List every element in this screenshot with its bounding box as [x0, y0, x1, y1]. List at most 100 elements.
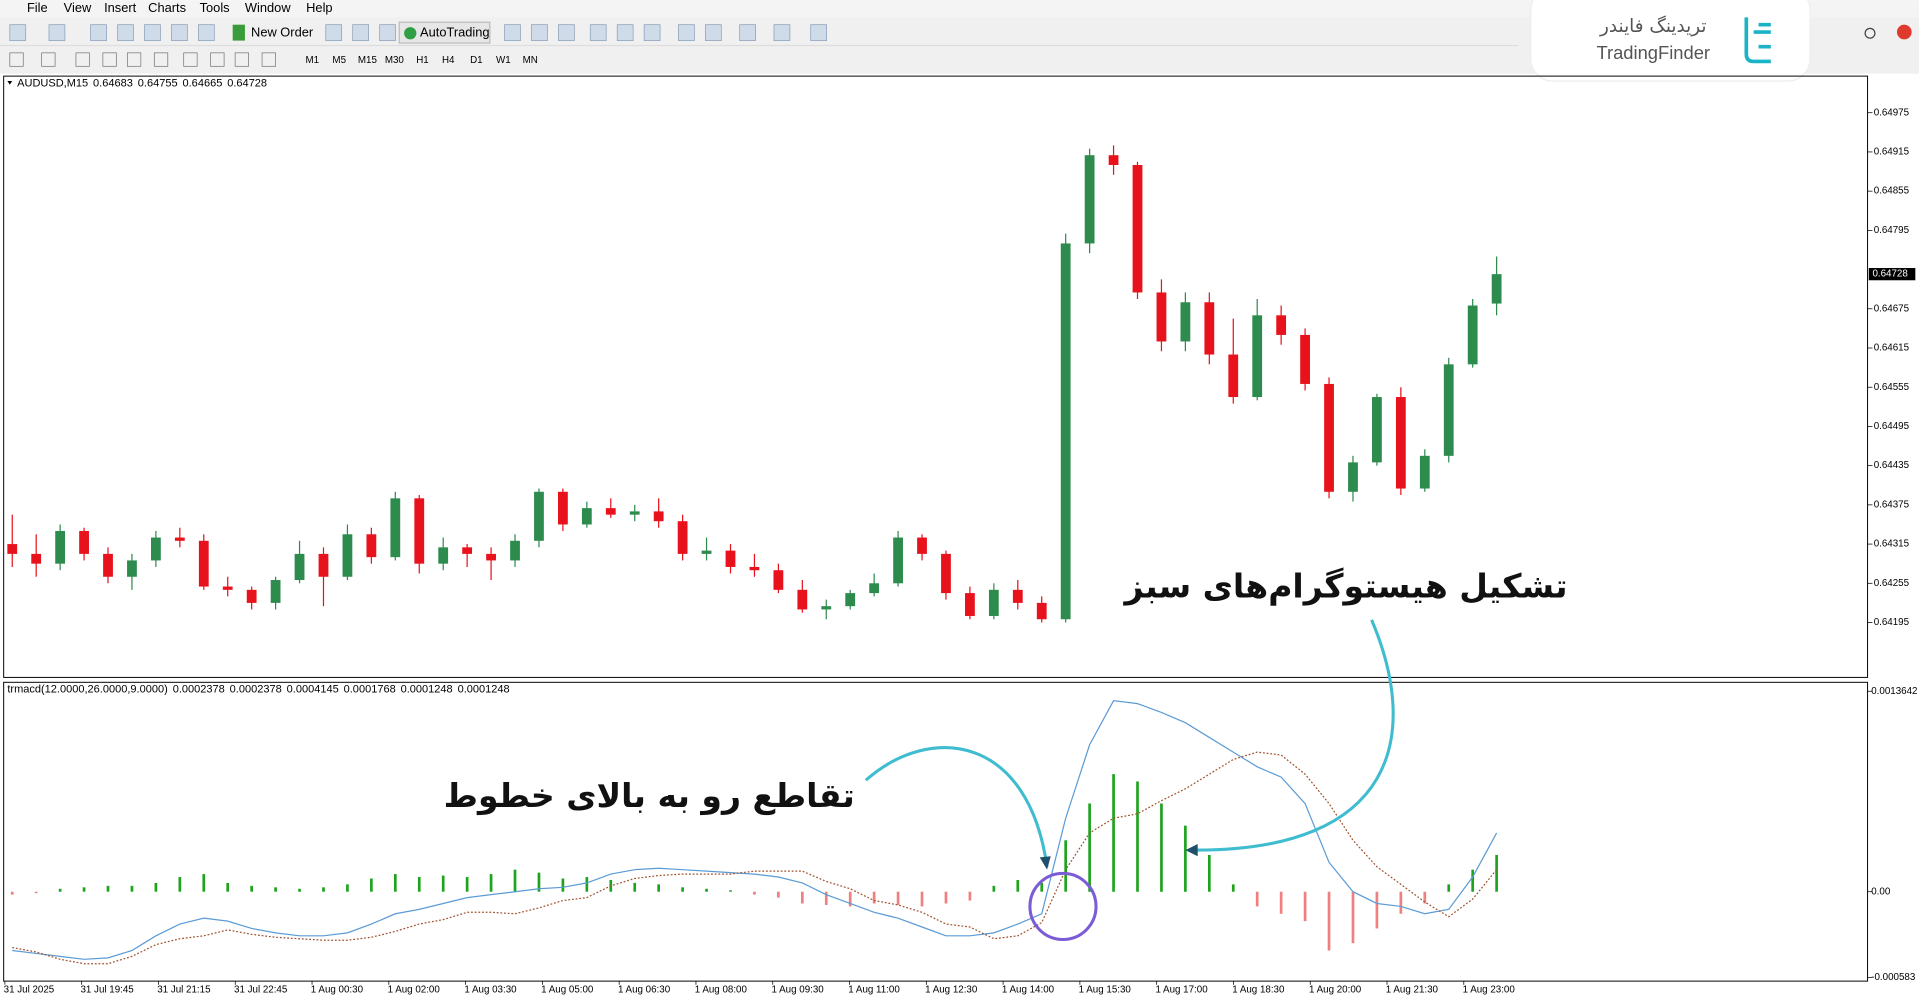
toolbar-button[interactable] [90, 24, 107, 41]
drawing-tool[interactable] [102, 52, 117, 67]
toolbar-button[interactable] [9, 24, 27, 41]
drawing-tool[interactable] [153, 52, 169, 67]
toolbar-button[interactable] [739, 24, 756, 41]
candle-body [1348, 462, 1358, 492]
y-tick-label: 0.64975 [1874, 107, 1910, 118]
arrow-head [1185, 843, 1198, 857]
candle-body [917, 537, 927, 554]
toolbar-button[interactable] [643, 24, 661, 41]
candle-body [1419, 455, 1430, 489]
candle-body [390, 498, 401, 558]
y-tick-label: 0.64195 [1874, 617, 1910, 628]
ohlc-value: 0.64665 [183, 77, 223, 89]
candle-body [103, 553, 113, 577]
timeframe-button[interactable]: H4 [442, 55, 455, 66]
macd-value: 0.0002378 [173, 684, 225, 696]
cross-highlight [1028, 871, 1098, 942]
toolbar-button[interactable] [589, 24, 607, 41]
candle-body [462, 547, 473, 554]
notification-icon[interactable] [1896, 24, 1912, 40]
timeframe-button[interactable]: H1 [416, 55, 429, 66]
x-tick-label: 1 Aug 06:30 [618, 984, 671, 995]
menu-item[interactable]: File [27, 0, 48, 15]
x-tick-label: 1 Aug 11:00 [848, 984, 900, 995]
menu-item[interactable]: Tools [200, 0, 230, 15]
drawing-tool[interactable] [126, 52, 142, 67]
menu-item[interactable]: Insert [104, 0, 137, 15]
y-tick-label: 0.64615 [1874, 343, 1910, 354]
x-tick-label: 1 Aug 05:00 [541, 984, 594, 995]
autotrading-icon[interactable] [404, 27, 417, 40]
menu-item[interactable]: View [64, 0, 92, 15]
timeframe-button[interactable]: M5 [332, 55, 346, 66]
toolbar-button[interactable] [531, 24, 548, 41]
autotrading-button[interactable]: AutoTrading [420, 25, 490, 40]
drawing-tool[interactable] [183, 52, 198, 67]
new-order-button[interactable]: New Order [251, 25, 314, 40]
x-tick-label: 1 Aug 09:30 [772, 984, 825, 995]
chart-header: AUDUSD,M15 0.64683 0.64755 0.64665 0.64728 [17, 77, 267, 89]
toolbar-button[interactable] [198, 24, 215, 41]
candle-body [965, 593, 975, 616]
y-tick-label: 0.64315 [1874, 539, 1910, 550]
menu-item[interactable]: Charts [148, 0, 186, 15]
current-price-label: 0.64728 [1872, 269, 1908, 280]
candle-body [174, 537, 185, 541]
toolbar-button[interactable] [773, 24, 791, 41]
logo-box [1530, 0, 1811, 82]
menu-item[interactable]: Help [306, 0, 332, 15]
menu-item[interactable]: Window [245, 0, 291, 15]
timeframe-button[interactable]: M15 [358, 55, 378, 66]
toolbar-button[interactable] [352, 24, 369, 41]
search-icon[interactable] [1864, 27, 1876, 39]
timeframe-button[interactable]: M30 [385, 55, 405, 66]
candle-body [318, 553, 329, 577]
drawing-tool[interactable] [261, 52, 276, 67]
toolbar-button[interactable] [705, 24, 722, 41]
chart-menu-arrow[interactable] [7, 81, 13, 85]
candle-body [1204, 302, 1215, 355]
candle-body [605, 508, 616, 515]
toolbar-button[interactable] [504, 24, 521, 41]
logo-icon [1744, 17, 1771, 64]
drawing-tool[interactable] [75, 52, 90, 67]
toolbar-button[interactable] [117, 24, 134, 41]
toolbar-button[interactable] [616, 24, 634, 41]
autotrading-box[interactable] [398, 21, 491, 44]
drawing-tool[interactable] [210, 52, 225, 67]
y-tick-label: 0.64435 [1874, 460, 1910, 471]
new-order-icon[interactable] [232, 24, 245, 41]
toolbar-button[interactable] [325, 24, 343, 41]
toolbar-button[interactable] [678, 24, 695, 41]
toolbar-button[interactable] [144, 24, 161, 41]
y-tick-label: 0.0013642 [1871, 686, 1917, 697]
x-tick-label: 1 Aug 17:00 [1155, 984, 1208, 995]
candle-body [1252, 315, 1263, 398]
candle-body [1060, 243, 1071, 620]
y-tick-label: 0.64855 [1874, 186, 1910, 197]
y-tick-label: 0.64255 [1874, 578, 1910, 589]
candle-body [1300, 334, 1310, 384]
toolbar-button[interactable] [810, 24, 827, 41]
timeframe-button[interactable]: M1 [305, 55, 319, 66]
candle-body [1395, 397, 1406, 489]
toolbar-button[interactable] [558, 24, 575, 41]
drawing-tool[interactable] [41, 52, 56, 67]
candle-body [510, 540, 520, 561]
timeframe-button[interactable]: W1 [496, 55, 511, 66]
toolbar-button[interactable] [48, 24, 66, 41]
drawing-tool[interactable] [234, 52, 249, 67]
toolbar-button[interactable] [379, 24, 396, 41]
y-tick-label: 0.64555 [1874, 382, 1910, 393]
candle-body [342, 534, 353, 577]
x-tick-label: 1 Aug 02:00 [388, 984, 441, 995]
drawing-tool[interactable] [9, 52, 24, 67]
timeframe-button[interactable]: MN [523, 55, 538, 66]
candle-body [1180, 302, 1191, 342]
timeframe-button[interactable]: D1 [470, 55, 483, 66]
annotation-cross: تقاطع رو به بالای خطوط [444, 776, 855, 816]
candle-body [1467, 305, 1478, 365]
toolbar-button[interactable] [171, 24, 188, 41]
candle-body [773, 570, 784, 590]
